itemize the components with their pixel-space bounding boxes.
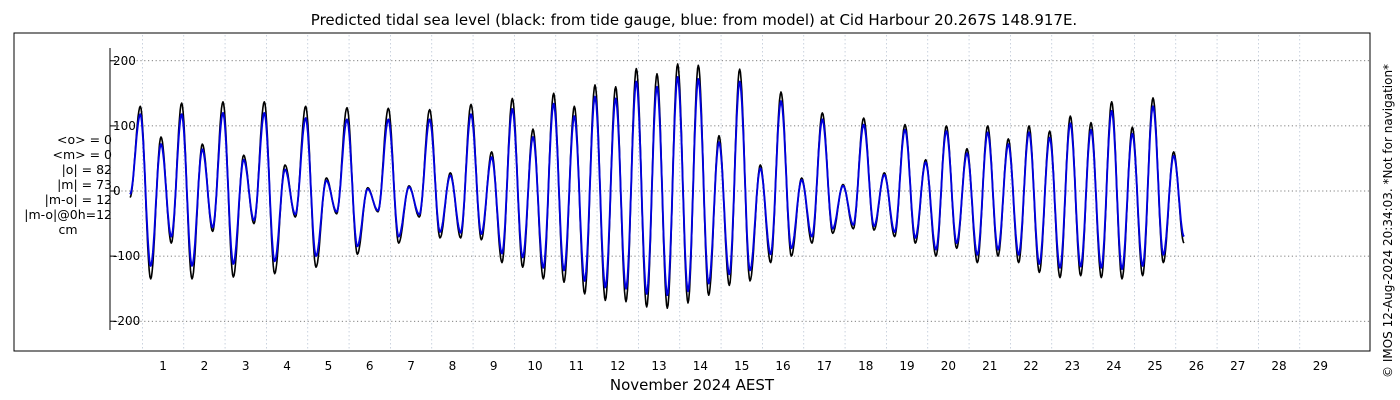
- x-tick-label: 18: [858, 359, 873, 373]
- x-tick-label: 5: [325, 359, 333, 373]
- x-tick-label: 12: [610, 359, 625, 373]
- x-tick-label: 7: [407, 359, 415, 373]
- series-lines: [129, 63, 1185, 309]
- x-tick-label: 14: [693, 359, 708, 373]
- x-tick-label: 10: [527, 359, 542, 373]
- x-tick-label: 22: [1023, 359, 1038, 373]
- x-tick-label: 29: [1313, 359, 1328, 373]
- plot-frame: [13, 32, 1371, 352]
- stat-mean-model: <m> = 0: [52, 147, 113, 162]
- y-tick-label: -200: [113, 314, 140, 328]
- y-tick-label: 200: [113, 54, 136, 68]
- stat-mean-observed: <o> = 0: [57, 132, 112, 147]
- x-tick-label: 2: [201, 359, 209, 373]
- stats-panel: <o> = 0 <m> = 0 |o| = 82 |m| = 73 |m-o| …: [14, 132, 112, 237]
- x-tick-label: 3: [242, 359, 250, 373]
- stat-unit: cm: [58, 222, 78, 237]
- y-tick-label: 100: [113, 119, 136, 133]
- stat-abs-observed: |o| = 82: [61, 162, 112, 177]
- x-tick-label: 6: [366, 359, 374, 373]
- x-tick-label: 15: [734, 359, 749, 373]
- x-tick-label: 1: [159, 359, 167, 373]
- y-tick-label: 0: [113, 184, 121, 198]
- x-tick-label: 24: [1106, 359, 1121, 373]
- x-tick-label: 8: [449, 359, 457, 373]
- x-axis-label: November 2024 AEST: [610, 376, 775, 394]
- x-tick-label: 25: [1147, 359, 1162, 373]
- stat-abs-diff: |m-o| = 12: [44, 192, 112, 207]
- x-tick-label: 13: [651, 359, 666, 373]
- series-line-tide-gauge: [129, 63, 1185, 309]
- y-tick-labels: 200 100 0 -100 -200: [110, 54, 140, 328]
- x-tick-label: 26: [1189, 359, 1204, 373]
- stat-abs-model: |m| = 73: [57, 177, 112, 192]
- y-tick-label: -100: [113, 249, 140, 263]
- series-line-model: [129, 76, 1185, 297]
- x-tick-label: 21: [982, 359, 997, 373]
- chart-title: Predicted tidal sea level (black: from t…: [311, 11, 1077, 29]
- x-tick-label: 16: [775, 359, 790, 373]
- x-tick-label: 20: [941, 359, 956, 373]
- x-tick-label: 28: [1271, 359, 1286, 373]
- x-tick-label: 17: [817, 359, 832, 373]
- x-tick-label: 9: [490, 359, 498, 373]
- watermark: © IMOS 12-Aug-2024 20:34:03. *Not for na…: [1381, 64, 1395, 378]
- stat-abs-diff-0h: |m-o|@0h=12: [24, 207, 112, 222]
- x-tick-label: 27: [1230, 359, 1245, 373]
- x-tick-label: 11: [569, 359, 584, 373]
- x-tick-label: 23: [1065, 359, 1080, 373]
- x-tick-label: 4: [283, 359, 291, 373]
- x-tick-label: 19: [899, 359, 914, 373]
- x-tick-labels: 1 2 3 4 5 6 7 8 9 10 11 12 13 14 15 16 17 18 19 20 21 22 23 24 2…: [159, 359, 1328, 373]
